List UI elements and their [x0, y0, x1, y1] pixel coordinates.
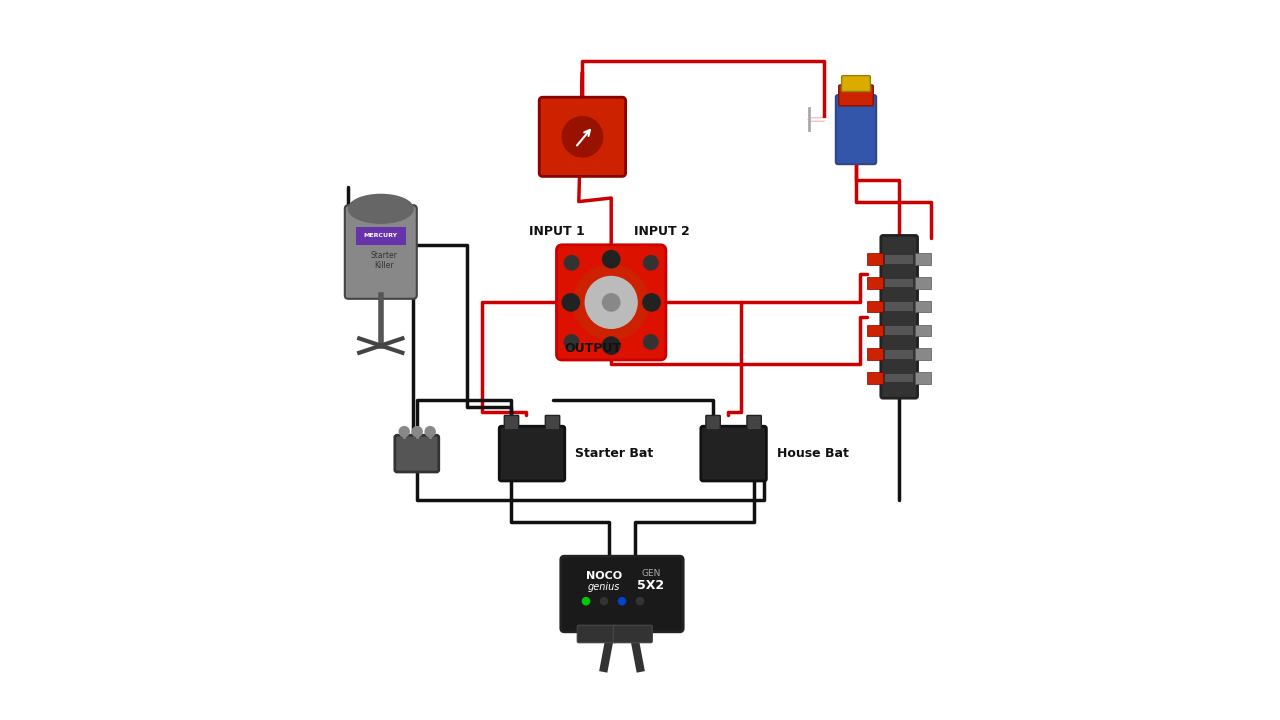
Text: OUTPUT: OUTPUT [564, 342, 622, 355]
FancyBboxPatch shape [539, 97, 626, 176]
FancyBboxPatch shape [915, 301, 932, 312]
FancyBboxPatch shape [499, 426, 564, 481]
Circle shape [636, 598, 644, 605]
FancyBboxPatch shape [705, 415, 721, 430]
Circle shape [573, 265, 649, 340]
FancyBboxPatch shape [881, 235, 918, 398]
FancyBboxPatch shape [886, 374, 913, 382]
Circle shape [603, 337, 620, 354]
FancyBboxPatch shape [838, 85, 873, 106]
FancyBboxPatch shape [836, 95, 877, 164]
FancyBboxPatch shape [557, 245, 666, 360]
FancyBboxPatch shape [842, 76, 870, 91]
FancyBboxPatch shape [886, 279, 913, 287]
FancyBboxPatch shape [915, 253, 932, 265]
Text: INPUT 2: INPUT 2 [634, 225, 690, 238]
Text: MERCURY: MERCURY [364, 233, 398, 238]
Circle shape [582, 598, 590, 605]
FancyBboxPatch shape [915, 277, 932, 289]
FancyBboxPatch shape [748, 415, 762, 430]
Circle shape [618, 598, 626, 605]
FancyBboxPatch shape [545, 415, 559, 430]
FancyBboxPatch shape [344, 205, 417, 299]
Circle shape [399, 426, 410, 436]
FancyBboxPatch shape [886, 350, 913, 359]
FancyBboxPatch shape [915, 348, 932, 360]
Text: House Bat: House Bat [777, 447, 849, 460]
Text: Starter Bat: Starter Bat [575, 447, 654, 460]
FancyBboxPatch shape [867, 348, 883, 360]
FancyBboxPatch shape [886, 302, 913, 311]
Text: GEN: GEN [641, 570, 660, 578]
Circle shape [644, 256, 658, 270]
FancyBboxPatch shape [915, 372, 932, 384]
FancyBboxPatch shape [867, 253, 883, 265]
FancyBboxPatch shape [613, 625, 653, 642]
Circle shape [585, 276, 637, 328]
Text: NOCO: NOCO [586, 571, 622, 581]
Circle shape [562, 117, 603, 157]
Circle shape [562, 294, 580, 311]
Ellipse shape [348, 194, 413, 223]
FancyBboxPatch shape [886, 326, 913, 335]
Circle shape [564, 335, 579, 349]
FancyBboxPatch shape [867, 325, 883, 336]
FancyBboxPatch shape [577, 625, 616, 642]
Text: Starter
Killer: Starter Killer [371, 251, 398, 270]
Circle shape [643, 294, 660, 311]
FancyBboxPatch shape [561, 557, 684, 632]
Circle shape [603, 251, 620, 268]
FancyBboxPatch shape [701, 426, 767, 481]
Circle shape [425, 426, 435, 436]
FancyBboxPatch shape [867, 301, 883, 312]
FancyBboxPatch shape [356, 227, 406, 245]
Text: 5X2: 5X2 [637, 579, 664, 592]
FancyBboxPatch shape [394, 435, 439, 472]
FancyBboxPatch shape [504, 415, 518, 430]
Circle shape [564, 256, 579, 270]
FancyBboxPatch shape [886, 255, 913, 264]
Circle shape [644, 335, 658, 349]
Text: INPUT 1: INPUT 1 [530, 225, 585, 238]
FancyBboxPatch shape [867, 277, 883, 289]
Circle shape [603, 294, 620, 311]
Circle shape [412, 426, 422, 436]
FancyBboxPatch shape [915, 325, 932, 336]
Circle shape [600, 598, 608, 605]
Text: genius: genius [588, 582, 621, 592]
FancyBboxPatch shape [867, 372, 883, 384]
